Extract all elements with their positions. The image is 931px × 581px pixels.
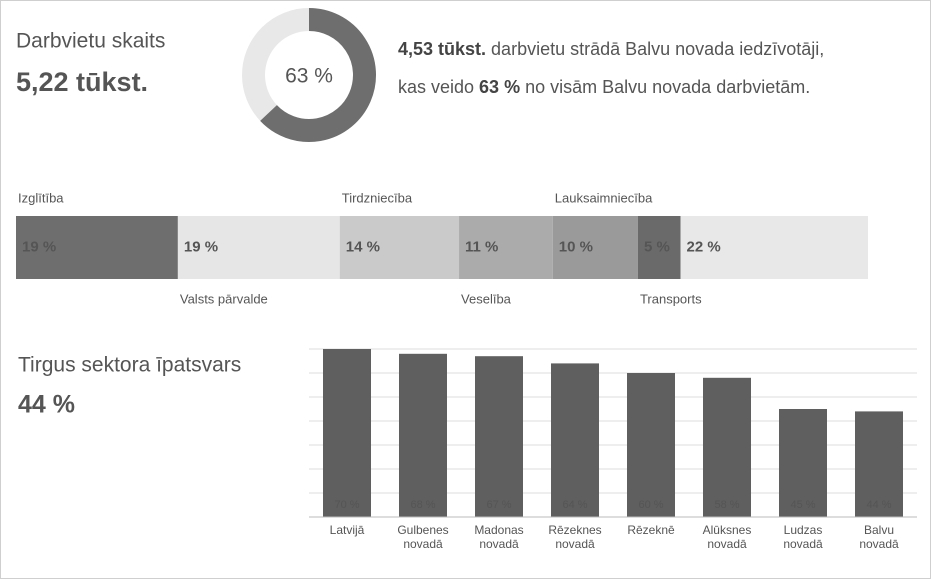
donut-label: 63 % — [285, 65, 333, 88]
bar-value-label: 44 % — [866, 499, 891, 511]
statement-part: kas veido — [398, 77, 479, 97]
x-tick-label: Madonas novadā — [474, 523, 523, 551]
statement-part: darbvietu strādā Balvu novada iedzīvotāj… — [486, 39, 824, 59]
x-tick-line: Gulbenes — [397, 523, 448, 537]
bar-value-label: 19 % — [184, 238, 218, 255]
bar-value-label: 10 % — [559, 238, 593, 255]
bar-value-label: 60 % — [638, 499, 663, 511]
bar-value-label: 58 % — [714, 499, 739, 511]
statement-part: no visām Balvu novada darbvietām. — [520, 77, 810, 97]
summary-label: Darbvietu skaits — [16, 30, 165, 53]
statement-part: 4,53 tūkst. — [398, 39, 486, 59]
bar — [475, 356, 523, 517]
bar — [779, 409, 827, 517]
donut-segment — [260, 8, 376, 142]
statement-line1: 4,53 tūkst. darbvietu strādā Balvu novad… — [398, 39, 824, 59]
bar-segment — [177, 216, 340, 279]
bar-value-label: 14 % — [346, 238, 380, 255]
x-tick-line: Ludzas — [784, 523, 823, 537]
bar-value-label: 68 % — [410, 499, 435, 511]
chart-subtitle: 44 % — [18, 391, 75, 419]
x-tick-line: Alūksnes — [703, 523, 752, 537]
bar-value-label: 5 % — [644, 238, 670, 255]
x-tick-line: novadā — [403, 537, 443, 551]
bar-segment — [637, 216, 681, 279]
x-tick-label: Rēzeknē — [627, 523, 675, 537]
bar — [627, 373, 675, 517]
legend-label: Veselība — [461, 291, 512, 306]
bar — [703, 377, 751, 517]
x-tick-label: Latvijā — [330, 523, 365, 537]
bar-value-label: 45 % — [790, 499, 815, 511]
bar — [399, 353, 447, 517]
x-tick-label: Rēzeknes novadā — [548, 523, 601, 551]
bar — [551, 363, 599, 517]
bar-value-label: 11 % — [465, 238, 498, 255]
summary-value: 5,22 tūkst. — [16, 67, 148, 97]
x-tick-line: Madonas — [474, 523, 523, 537]
x-tick-label: Alūksnes novadā — [703, 523, 752, 551]
legend-label: Lauksaimniecība — [555, 190, 653, 205]
bar-segment — [552, 216, 638, 279]
chart-title: Tirgus sektora īpatsvars — [18, 354, 241, 377]
bar — [323, 349, 371, 517]
bar-value-label: 70 % — [334, 499, 359, 511]
x-tick-label: Balvu novadā — [859, 523, 899, 551]
x-tick-line: novadā — [783, 537, 823, 551]
legend-label: Transports — [640, 291, 702, 306]
x-tick-line: novadā — [479, 537, 519, 551]
x-tick-line: novadā — [555, 537, 595, 551]
bar-value-label: 67 % — [486, 499, 511, 511]
bar-segment — [680, 216, 868, 279]
x-tick-line: Rēzeknē — [627, 523, 675, 537]
bar-value-label: 64 % — [562, 499, 587, 511]
x-tick-line: novadā — [859, 537, 899, 551]
bar-value-label: 19 % — [22, 238, 56, 255]
statement-part: 63 % — [479, 77, 520, 97]
bar-segment — [339, 216, 460, 279]
bar-value-label: 22 % — [687, 238, 721, 255]
bar-segment — [16, 216, 178, 279]
x-tick-line: Rēzeknes — [548, 523, 601, 537]
statement-line2: kas veido 63 % no visām Balvu novada dar… — [398, 77, 810, 97]
legend-label: Valsts pārvalde — [180, 291, 268, 306]
legend-label: Tirdzniecība — [342, 190, 413, 205]
x-tick-label: Gulbenes novadā — [397, 523, 448, 551]
x-tick-line: novadā — [707, 537, 747, 551]
legend-label: Izglītība — [18, 190, 64, 205]
bar-segment — [459, 216, 553, 279]
x-tick-label: Ludzas novadā — [783, 523, 823, 551]
x-tick-line: Latvijā — [330, 523, 365, 537]
bar — [855, 411, 903, 517]
x-tick-line: Balvu — [864, 523, 894, 537]
